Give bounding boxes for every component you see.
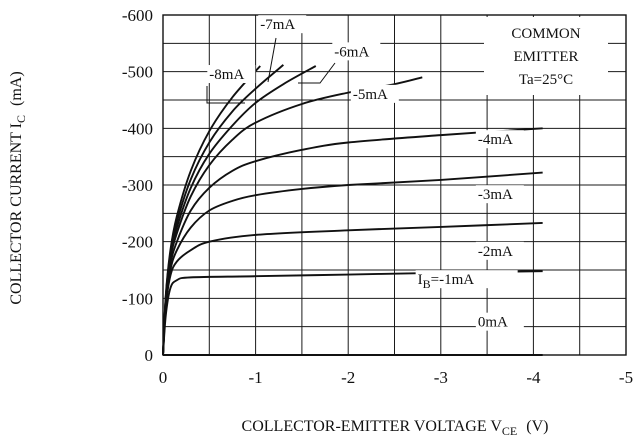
curve-label-ib-5mA: -5mA xyxy=(350,84,399,103)
curve-label-background xyxy=(207,65,256,84)
tick-labels: 0 -1 -2 -3 -4 -5 0 -100 -200 -300 -400 -500 -600 xyxy=(122,6,633,387)
curve-label-ib-4mA: -4mA xyxy=(475,130,524,149)
curve-label-background xyxy=(258,15,307,34)
x-axis-title: COLLECTOR-EMITTER VOLTAGE VCE (V) xyxy=(242,418,549,438)
curve-label-text: -2mA xyxy=(478,244,513,260)
curve-label-ib0mA: 0mA xyxy=(475,312,524,331)
curve-label-text: -7mA xyxy=(260,17,295,33)
note-line: COMMON xyxy=(511,26,580,42)
y-tick-label: -400 xyxy=(122,119,153,138)
curve-label-text: -4mA xyxy=(478,132,513,148)
curve-label-background xyxy=(475,185,524,204)
x-tick-label: -5 xyxy=(619,368,633,387)
x-tick-label: -1 xyxy=(249,368,263,387)
characteristic-curves xyxy=(162,64,543,356)
curve-label-background xyxy=(475,130,524,149)
x-tick-label: -4 xyxy=(526,368,541,387)
curve-label-ib-7mA: -7mA xyxy=(258,15,307,34)
curve-label-text: -8mA xyxy=(209,67,244,83)
curve-ib-8mA xyxy=(162,65,261,356)
curve-label-text: -3mA xyxy=(478,187,513,203)
y-tick-label: -200 xyxy=(122,233,153,252)
curve-label-background xyxy=(415,270,518,289)
condition-note: COMMON EMITTER Ta=25°C xyxy=(484,17,608,95)
curve-label-ib-2mA: -2mA xyxy=(475,241,524,260)
y-tick-label: -300 xyxy=(122,176,153,195)
curve-label-ib-1mA: IB=-1mA xyxy=(415,270,518,291)
curve-ib-3mA xyxy=(162,171,543,356)
curve-label-ib-3mA: -3mA xyxy=(475,185,524,204)
label-leader-line xyxy=(206,86,245,104)
curve-label-background xyxy=(350,84,399,103)
curve-label-background xyxy=(475,241,524,260)
x-tick-label: -3 xyxy=(434,368,448,387)
y-tick-label: -500 xyxy=(122,63,153,82)
note-background xyxy=(484,17,608,95)
curve-label-ib-6mA: -6mA xyxy=(332,42,381,61)
curve-label-background xyxy=(332,42,381,61)
curve-label-text: IB=-1mA xyxy=(418,272,475,291)
curve-ib-6mA xyxy=(162,65,317,356)
x-tick-label: 0 xyxy=(159,368,168,387)
y-tick-label: -100 xyxy=(122,289,153,308)
curve-label-ib-8mA: -8mA xyxy=(207,65,256,84)
curve-label-text: -5mA xyxy=(353,87,388,103)
label-leader-line xyxy=(298,62,336,84)
label-leaders xyxy=(206,37,336,104)
note-line: EMITTER xyxy=(514,49,579,65)
y-axis-title: COLLECTOR CURRENT IC(mA) xyxy=(8,71,28,304)
curve-label-text: -6mA xyxy=(334,44,369,60)
curve-label-text: 0mA xyxy=(478,315,508,331)
curve-label-background xyxy=(475,312,524,331)
y-tick-label: -600 xyxy=(122,6,153,25)
note-line: Ta=25°C xyxy=(519,72,573,88)
label-leader-line xyxy=(267,37,277,83)
y-tick-label: 0 xyxy=(145,346,154,365)
x-tick-label: -2 xyxy=(341,368,355,387)
